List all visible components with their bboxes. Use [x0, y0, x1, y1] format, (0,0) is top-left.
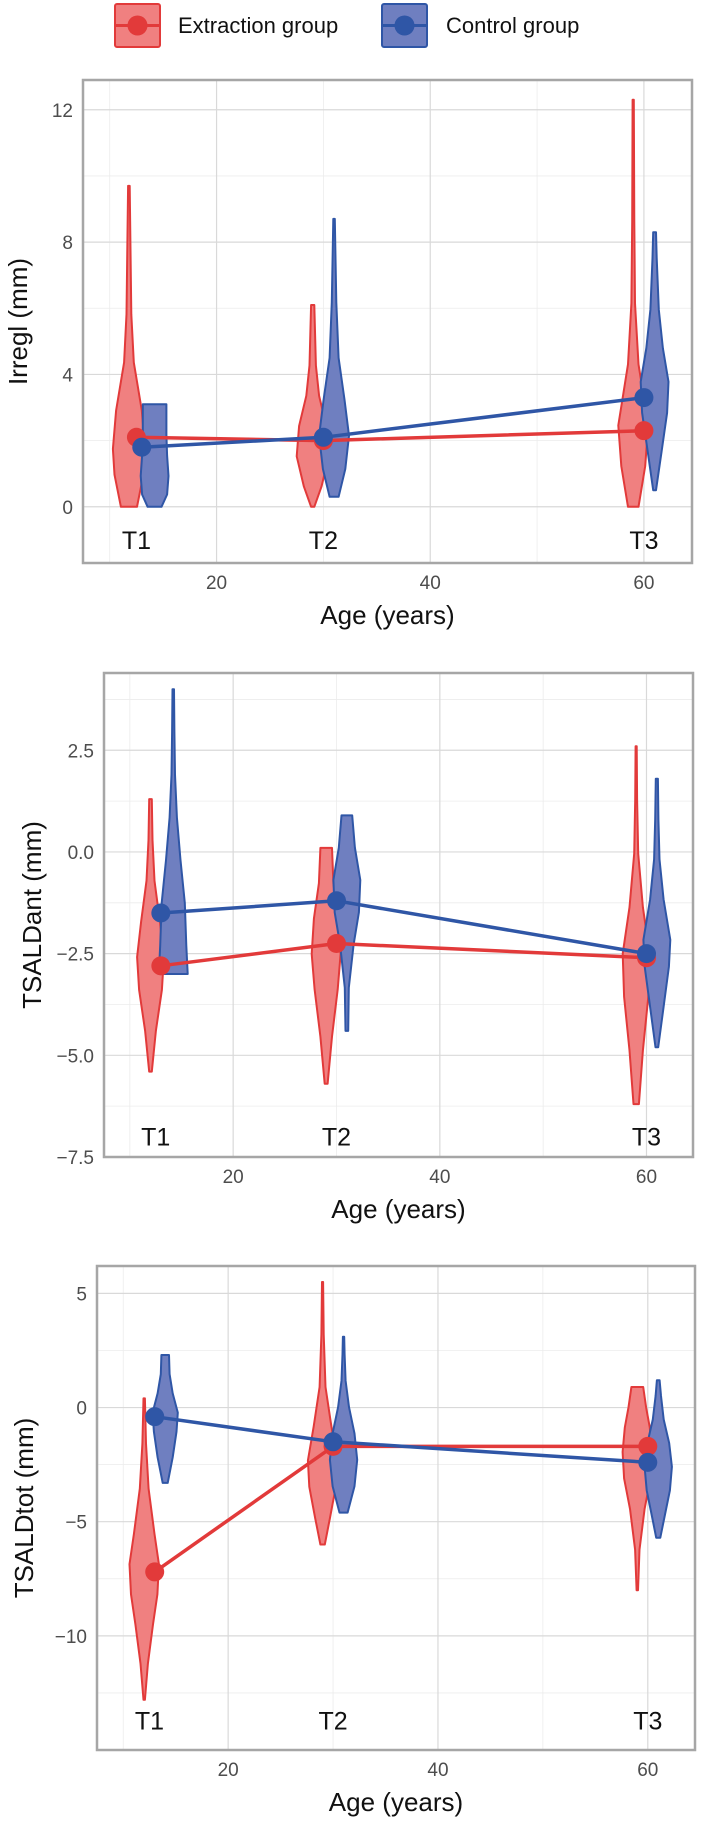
violin-extraction-t1: [111, 184, 146, 508]
mean-lines: [126, 388, 654, 457]
grid-lines: [83, 80, 692, 563]
mean-point-control-t2: [327, 891, 346, 911]
y-tick-label: 0: [62, 498, 73, 519]
x-tick-label: 60: [637, 1760, 658, 1781]
violin-control-t2: [318, 217, 350, 498]
legend-label-control: Control group: [446, 13, 579, 38]
mean-point-control-t3: [634, 388, 654, 408]
time-label-t1: T1: [135, 1707, 164, 1735]
mean-point-extraction-t1: [151, 956, 171, 976]
violin-control-t3: [642, 777, 672, 1049]
violin-control-t1: [139, 403, 170, 508]
mean-point-control-t2: [313, 427, 333, 447]
panel-border: [81, 78, 694, 565]
y-axis-title: Irregl (mm): [3, 258, 33, 385]
mean-lines: [151, 891, 656, 976]
x-tick-label: 40: [429, 1167, 450, 1188]
legend-item-control: Control group: [381, 3, 579, 48]
mean-point-extraction-t2: [327, 933, 346, 953]
mean-point-control-t1: [132, 437, 152, 457]
time-label-t3: T3: [629, 527, 658, 555]
mean-point-extraction-t1: [145, 1562, 165, 1582]
mean-point-control-t3: [638, 1452, 658, 1472]
x-tick-label: 20: [223, 1167, 244, 1188]
panel-border: [95, 1264, 697, 1752]
time-label-t3: T3: [632, 1124, 661, 1152]
time-label-t1: T1: [141, 1124, 170, 1152]
time-label-t1: T1: [122, 527, 151, 555]
y-tick-label: 8: [62, 233, 73, 254]
y-tick-label: −7.5: [56, 1148, 94, 1169]
x-tick-label: 60: [636, 1167, 657, 1188]
violins: [111, 98, 670, 508]
panel-2: T1 T2 T3 20 40 60 2.5 0.0 −2.5 −5.0 −7.5 Age (years…: [17, 671, 695, 1224]
y-axis-title: TSALDtot (mm): [9, 1418, 39, 1599]
legend-item-extraction: Extraction group: [114, 3, 338, 48]
y-tick-label: 0.0: [68, 843, 94, 864]
mean-point-control-t1: [151, 903, 171, 923]
legend-dot-extraction: [127, 15, 148, 36]
violin-control-t3: [643, 1379, 673, 1539]
mean-point-control-t1: [145, 1407, 165, 1427]
panel-1: T1 T2 T3 20 40 60 0 4 8 12 Age (years) Irregl (mm): [3, 78, 694, 630]
legend-label-extraction: Extraction group: [178, 13, 338, 38]
violins: [128, 1281, 673, 1701]
y-axis-title: TSALDant (mm): [17, 821, 47, 1009]
x-tick-label: 60: [633, 573, 654, 594]
y-tick-label: −5.0: [56, 1046, 94, 1067]
y-tick-label: 12: [52, 101, 73, 122]
violin-control-t2: [328, 1335, 359, 1514]
time-label-t3: T3: [633, 1707, 662, 1735]
time-label-t2: T2: [322, 1124, 351, 1152]
mean-lines: [145, 1407, 658, 1582]
y-tick-label: 2.5: [68, 741, 94, 762]
mean-point-control-t3: [637, 944, 656, 964]
x-axis-title: Age (years): [320, 600, 454, 630]
time-label-t2: T2: [309, 527, 338, 555]
x-axis-title: Age (years): [331, 1194, 465, 1224]
violin-extraction-t1: [128, 1397, 160, 1701]
y-tick-label: 0: [76, 1399, 87, 1420]
x-tick-label: 40: [427, 1760, 448, 1781]
legend-dot-control: [394, 15, 415, 36]
grid-lines: [104, 673, 693, 1158]
time-label-t2: T2: [318, 1707, 347, 1735]
x-tick-label: 20: [218, 1760, 239, 1781]
legend: Extraction group Control group: [114, 3, 579, 48]
x-tick-label: 20: [206, 573, 227, 594]
series-line-extraction: [136, 428, 644, 443]
violin-control-t2: [332, 814, 362, 1032]
y-tick-label: −2.5: [56, 945, 94, 966]
y-tick-label: −5: [65, 1513, 87, 1534]
panel-3: T1 T2 T3 20 40 60 5 0 −5 −10 Age (years) TSALDtot (…: [9, 1264, 697, 1817]
panel-border: [102, 671, 695, 1159]
violins: [136, 688, 672, 1106]
x-axis-title: Age (years): [329, 1787, 463, 1817]
violin-control-t1: [157, 688, 189, 975]
grid-lines: [97, 1266, 695, 1750]
y-tick-label: 5: [76, 1284, 87, 1305]
mean-point-extraction-t3: [634, 421, 654, 441]
y-tick-label: −10: [55, 1627, 87, 1648]
mean-point-control-t2: [323, 1432, 343, 1452]
y-tick-label: 4: [62, 365, 73, 386]
mean-point-extraction-t3: [638, 1436, 658, 1456]
x-tick-label: 40: [420, 573, 441, 594]
